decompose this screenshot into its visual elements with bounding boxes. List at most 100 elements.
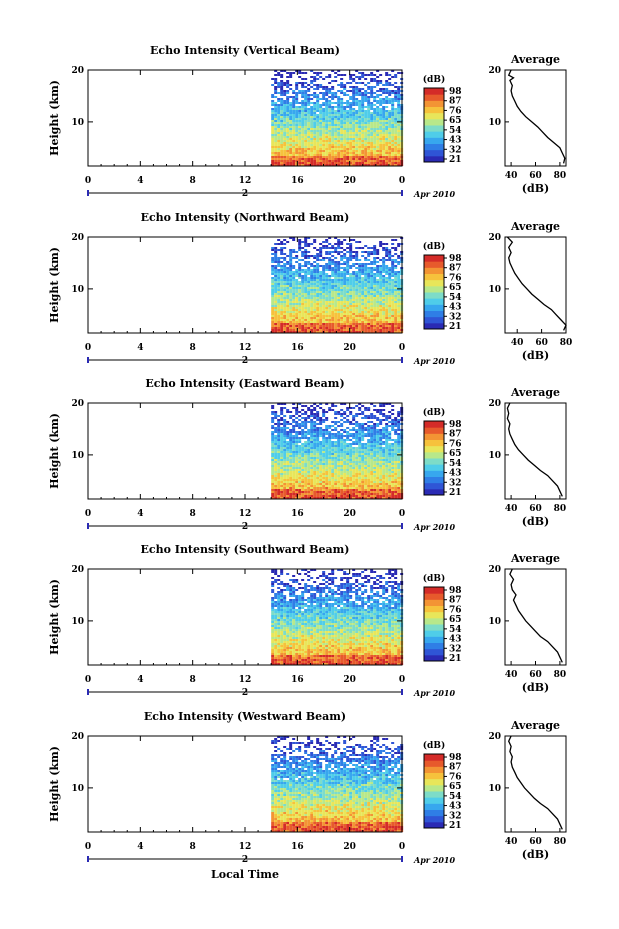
heatmap-cell [292, 104, 296, 106]
heatmap-cell [388, 455, 392, 457]
heatmap-cell [370, 112, 374, 114]
heatmap-cell [397, 110, 401, 112]
heatmap-cell [313, 311, 317, 313]
heatmap-cell [310, 140, 314, 142]
heatmap-cell [280, 465, 284, 467]
heatmap-cell [361, 293, 365, 295]
heatmap-cell [313, 72, 317, 74]
heatmap-cell [298, 112, 302, 114]
heatmap-cell [355, 120, 359, 122]
heatmap-cell [295, 413, 299, 415]
heatmap-cell [376, 122, 380, 124]
heatmap-cell [385, 164, 389, 166]
heatmap-cell [382, 150, 386, 152]
heatmap-cell [283, 134, 287, 136]
heatmap-cell [283, 146, 287, 148]
heatmap-cell [346, 160, 350, 162]
heatmap-cell [361, 88, 365, 90]
heatmap-cell [376, 311, 380, 313]
heatmap-cell [310, 148, 314, 150]
heatmap-cell [319, 86, 323, 88]
heatmap-cell [394, 289, 398, 291]
heatmap-cell [277, 269, 281, 271]
heatmap-cell [373, 455, 377, 457]
heatmap-cell [364, 94, 368, 96]
heatmap-cell [277, 321, 281, 323]
heatmap-cell [301, 106, 305, 108]
heatmap-cell [271, 146, 275, 148]
heatmap-cell [322, 471, 326, 473]
heatmap-cell [337, 100, 341, 102]
heatmap-cell [334, 285, 338, 287]
heatmap-cell [391, 439, 395, 441]
heatmap-cell [277, 315, 281, 317]
heatmap-cell [286, 281, 290, 283]
heatmap-cell [343, 287, 347, 289]
heatmap-cell [370, 148, 374, 150]
heatmap-cell [277, 283, 281, 285]
heatmap-cell [310, 451, 314, 453]
heatmap-cell [298, 447, 302, 449]
heatmap-cell [307, 325, 311, 327]
heatmap-cell [391, 104, 395, 106]
heatmap-cell [394, 148, 398, 150]
heatmap-cell [283, 313, 287, 315]
heatmap-cell [337, 148, 341, 150]
heatmap-cell [316, 281, 320, 283]
heatmap-cell [376, 463, 380, 465]
heatmap-cell [343, 146, 347, 148]
heatmap-cell [349, 156, 353, 158]
heatmap-cell [310, 323, 314, 325]
heatmap-cell [346, 156, 350, 158]
heatmap-cell [376, 453, 380, 455]
heatmap-cell [307, 323, 311, 325]
heatmap-cell [346, 327, 350, 329]
heatmap-cell [373, 269, 377, 271]
heatmap-cell [346, 297, 350, 299]
heatmap-cell [388, 415, 392, 417]
heatmap-cell [271, 285, 275, 287]
heatmap-cell [283, 293, 287, 295]
heatmap-cell [298, 128, 302, 130]
heatmap-cell [397, 285, 401, 287]
heatmap-cell [334, 305, 338, 307]
heatmap-cell [355, 317, 359, 319]
heatmap-cell [370, 313, 374, 315]
heatmap-cell [304, 100, 308, 102]
heatmap-cell [394, 156, 398, 158]
heatmap-cell [346, 126, 350, 128]
heatmap-cell [349, 323, 353, 325]
heatmap-cell [307, 261, 311, 263]
heatmap-cell [310, 413, 314, 415]
heatmap-cell [319, 455, 323, 457]
heatmap-cell [334, 80, 338, 82]
heatmap-cell [286, 305, 290, 307]
heatmap-cell [283, 112, 287, 114]
heatmap-cell [367, 443, 371, 445]
heatmap-cell [286, 98, 290, 100]
heatmap-cell [355, 453, 359, 455]
heatmap-cell [349, 76, 353, 78]
heatmap-cell [325, 134, 329, 136]
heatmap-cell [337, 469, 341, 471]
heatmap-cell [316, 313, 320, 315]
heatmap-cell [334, 271, 338, 273]
heatmap-cell [295, 128, 299, 130]
heatmap-cell [316, 431, 320, 433]
heatmap-cell [358, 287, 362, 289]
heatmap-cell [328, 253, 332, 255]
heatmap-cell [304, 160, 308, 162]
heatmap-cell [352, 467, 356, 469]
heatmap-cell [352, 465, 356, 467]
heatmap-cell [349, 265, 353, 267]
heatmap-cell [313, 461, 317, 463]
heatmap-cell [397, 423, 401, 425]
heatmap-cell [274, 253, 278, 255]
heatmap-cell [382, 144, 386, 146]
heatmap-cell [307, 327, 311, 329]
heatmap-cell [289, 323, 293, 325]
heatmap-cell [343, 293, 347, 295]
heatmap-cell [292, 100, 296, 102]
heatmap-cell [340, 307, 344, 309]
heatmap-cell [271, 473, 275, 475]
